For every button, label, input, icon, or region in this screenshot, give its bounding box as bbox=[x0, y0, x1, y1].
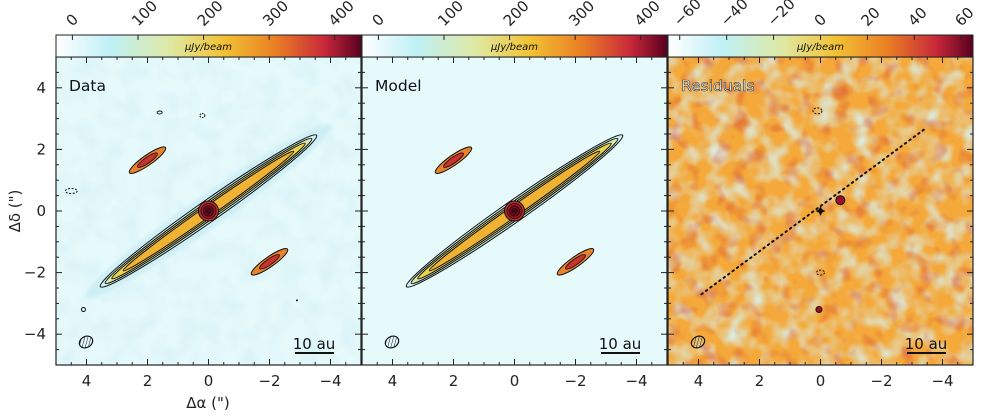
x-tick-label: −2 bbox=[258, 372, 280, 390]
x-tick-label: −4 bbox=[625, 372, 647, 390]
y-tick-label: 4 bbox=[36, 79, 46, 97]
beam-ellipse-icon bbox=[690, 335, 706, 349]
colorbar-model: μJy/beam 0 100 200 300 400 bbox=[361, 0, 668, 58]
x-tick-label: 4 bbox=[694, 372, 704, 390]
colorbar-residuals: μJy/beam −60 −40 −20 0 20 40 60 bbox=[667, 0, 978, 58]
colorbar-data: μJy/beam 0 100 200 300 400 bbox=[55, 0, 362, 58]
x-tick-label: 0 bbox=[510, 372, 520, 390]
disk-axis-line bbox=[700, 128, 926, 296]
x-tick-label: −4 bbox=[319, 372, 341, 390]
x-tick-label: −2 bbox=[564, 372, 586, 390]
scale-bar-label: 10 au bbox=[905, 335, 948, 353]
colorbar-unit-label: μJy/beam bbox=[796, 42, 844, 53]
colorbar-unit-label: μJy/beam bbox=[490, 42, 538, 53]
beam-ellipse-icon bbox=[384, 335, 400, 349]
y-axis-label: Δδ (") bbox=[6, 190, 24, 233]
y-tick-label: −2 bbox=[24, 264, 46, 282]
colorbar-tick-label: 0 bbox=[811, 10, 830, 29]
y-tick-label: 2 bbox=[36, 140, 46, 158]
colorbar-tick-label: 300 bbox=[259, 0, 292, 30]
x-tick-label: 4 bbox=[388, 372, 398, 390]
colorbar-tick-label: 400 bbox=[325, 0, 358, 30]
colorbar-tick-label: −60 bbox=[670, 0, 705, 30]
star-marker-icon bbox=[815, 206, 826, 216]
colorbar-unit-label: μJy/beam bbox=[184, 42, 232, 53]
colorbar-tick-label: 0 bbox=[62, 10, 81, 29]
y-tick-label: −4 bbox=[24, 325, 46, 343]
x-tick-label: 2 bbox=[755, 372, 765, 390]
x-axis-label: Δα (") bbox=[186, 394, 230, 412]
colorbar-tick-label: −40 bbox=[717, 0, 752, 30]
x-tick-label: −4 bbox=[931, 372, 953, 390]
x-tick-label: 2 bbox=[449, 372, 459, 390]
colorbar-tick-label: 100 bbox=[434, 0, 467, 30]
x-tick-label: 0 bbox=[816, 372, 826, 390]
panel-title-residuals: Residuals bbox=[681, 77, 755, 95]
colorbar-tick-label: 300 bbox=[565, 0, 598, 30]
colorbar-tick-label: 200 bbox=[500, 0, 533, 30]
colorbar-tick-label: 40 bbox=[904, 4, 930, 30]
colorbar-tick-label: −20 bbox=[764, 0, 799, 30]
scale-bar-label: 10 au bbox=[599, 335, 642, 353]
colorbar-tick-label: 60 bbox=[951, 4, 977, 30]
x-tick-label: 0 bbox=[204, 372, 214, 390]
x-tick-label: 2 bbox=[143, 372, 153, 390]
x-tick-label: −2 bbox=[870, 372, 892, 390]
colorbar-tick-label: 200 bbox=[194, 0, 227, 30]
scale-bar-label: 10 au bbox=[293, 335, 336, 353]
panel-data: 10 au Data 4 2 0 −2 −4 μJy/beam 0 100 200 300 400 bbox=[55, 0, 362, 390]
y-tick-label: 0 bbox=[36, 202, 46, 220]
colorbar-tick-label: 400 bbox=[631, 0, 664, 30]
colorbar-tick-label: 20 bbox=[858, 4, 884, 30]
panel-title-model: Model bbox=[375, 77, 422, 95]
panel-title-data: Data bbox=[69, 77, 106, 95]
panel-model: 10 au Model 4 2 0 −2 −4 μJy/beam 0 100 200 300 400 bbox=[361, 0, 668, 390]
colorbar-tick-label: 100 bbox=[128, 0, 161, 30]
beam-ellipse-icon bbox=[78, 335, 94, 349]
colorbar-tick-label: 0 bbox=[368, 10, 387, 29]
x-tick-label: 4 bbox=[82, 372, 92, 390]
